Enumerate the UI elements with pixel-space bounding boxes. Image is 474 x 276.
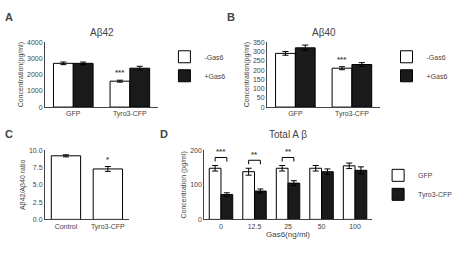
svg-text:*: * — [106, 155, 110, 164]
svg-text:C: C — [5, 128, 13, 140]
svg-text:0: 0 — [219, 223, 223, 230]
svg-text:B: B — [227, 11, 235, 23]
svg-text:Aβ42: Aβ42 — [90, 27, 114, 38]
svg-text:100: 100 — [253, 85, 265, 92]
svg-text:Tyro3-CFP: Tyro3-CFP — [335, 110, 369, 118]
svg-text:Concentration(pg/ml): Concentration(pg/ml) — [17, 42, 25, 107]
svg-text:***: *** — [337, 55, 347, 64]
svg-text:0: 0 — [39, 104, 43, 111]
svg-text:300: 300 — [253, 48, 265, 55]
svg-text:0: 0 — [198, 216, 202, 223]
svg-text:D: D — [160, 128, 168, 140]
svg-text:100: 100 — [190, 181, 202, 188]
svg-text:Tyro3-CFP: Tyro3-CFP — [91, 223, 125, 231]
svg-text:2.5: 2.5 — [33, 199, 43, 206]
svg-text:0.0: 0.0 — [33, 216, 43, 223]
svg-text:Tyro3-CFP: Tyro3-CFP — [113, 110, 147, 118]
svg-text:Concentration(pg/ml): Concentration(pg/ml) — [243, 42, 251, 107]
svg-text:50: 50 — [318, 223, 326, 230]
svg-text:GFP: GFP — [288, 110, 303, 117]
svg-text:-Gas6: -Gas6 — [204, 54, 223, 61]
svg-text:4000: 4000 — [27, 39, 43, 46]
svg-text:0: 0 — [261, 104, 265, 111]
svg-text:7.5: 7.5 — [33, 164, 43, 171]
svg-text:***: *** — [115, 68, 125, 77]
svg-text:A: A — [5, 11, 13, 23]
svg-text:200: 200 — [253, 67, 265, 74]
svg-text:25: 25 — [284, 223, 292, 230]
svg-text:200: 200 — [190, 147, 202, 154]
svg-text:Control: Control — [55, 223, 78, 230]
svg-text:-Gas6: -Gas6 — [426, 54, 445, 61]
svg-text:1000: 1000 — [27, 87, 43, 94]
svg-text:10.0: 10.0 — [29, 147, 43, 154]
svg-text:3000: 3000 — [27, 55, 43, 62]
svg-text:Concentration (pg/ml): Concentration (pg/ml) — [180, 151, 188, 218]
svg-text:50: 50 — [257, 94, 265, 101]
svg-text:***: *** — [216, 147, 226, 156]
svg-text:Aβ40: Aβ40 — [312, 27, 336, 38]
svg-text:GFP: GFP — [418, 172, 433, 179]
svg-text:Total A β: Total A β — [269, 129, 307, 140]
svg-text:12.5: 12.5 — [248, 223, 262, 230]
svg-text:Tyro3-CFP: Tyro3-CFP — [418, 191, 452, 199]
svg-text:250: 250 — [253, 57, 265, 64]
svg-text:2000: 2000 — [27, 71, 43, 78]
svg-text:GFP: GFP — [66, 110, 81, 117]
svg-text:Aβ42/Aβ40 ratio: Aβ42/Aβ40 ratio — [19, 160, 27, 211]
svg-text:100: 100 — [349, 223, 361, 230]
svg-text:+Gas6: +Gas6 — [426, 73, 447, 80]
svg-text:+Gas6: +Gas6 — [204, 73, 225, 80]
svg-text:350: 350 — [253, 39, 265, 46]
svg-text:Gas6(ng/ml): Gas6(ng/ml) — [266, 230, 310, 239]
svg-text:5.0: 5.0 — [33, 181, 43, 188]
svg-text:150: 150 — [253, 76, 265, 83]
svg-text:**: ** — [251, 150, 258, 159]
svg-text:**: ** — [285, 147, 292, 156]
